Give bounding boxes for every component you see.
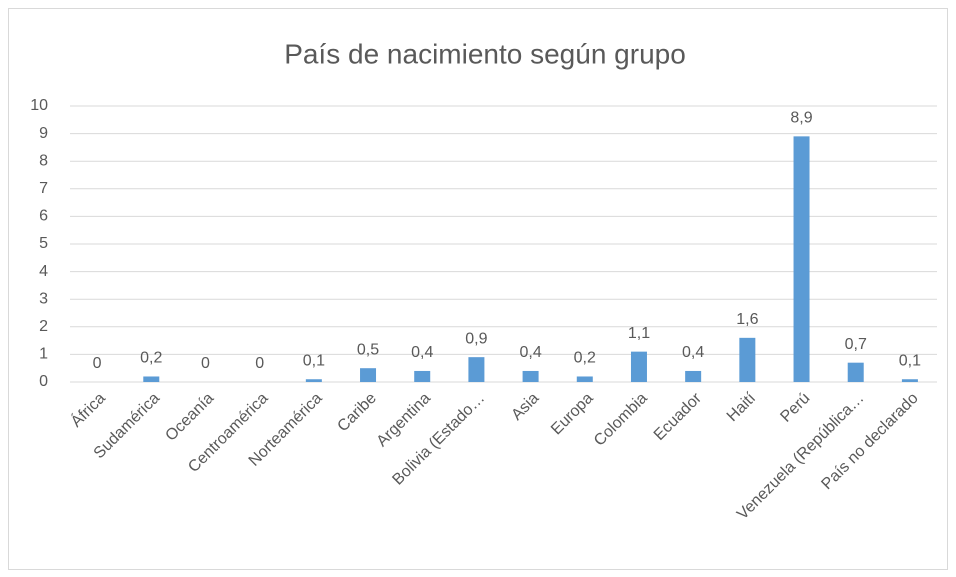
bar <box>901 379 918 382</box>
y-tick-label: 4 <box>39 263 48 280</box>
data-label: 0 <box>93 355 102 372</box>
y-tick-label: 5 <box>39 235 48 252</box>
y-tick-label: 3 <box>39 290 48 307</box>
data-label: 0,1 <box>899 352 921 369</box>
y-tick-label: 6 <box>39 208 48 225</box>
data-label: 0,4 <box>682 344 704 361</box>
data-label: 0,4 <box>519 344 541 361</box>
data-label: 0,7 <box>845 336 867 353</box>
data-label: 0,2 <box>140 350 162 367</box>
data-label: 1,6 <box>736 311 758 328</box>
data-label: 0,2 <box>574 350 596 367</box>
data-label: 0,5 <box>357 341 379 358</box>
bar <box>847 362 864 382</box>
data-label: 0 <box>255 355 264 372</box>
y-tick-label: 8 <box>39 152 48 169</box>
y-tick-label: 1 <box>39 346 48 363</box>
y-tick-label: 10 <box>30 97 48 114</box>
bar <box>360 368 377 382</box>
data-label: 0 <box>201 355 210 372</box>
chart-border <box>8 8 948 570</box>
data-label: 0,1 <box>303 352 325 369</box>
bar <box>414 370 431 382</box>
data-label: 1,1 <box>628 325 650 342</box>
y-tick-label: 2 <box>39 318 48 335</box>
bar <box>793 136 810 382</box>
bar <box>468 357 485 382</box>
data-label: 0,4 <box>411 344 433 361</box>
bar <box>522 370 539 382</box>
data-label: 8,9 <box>790 110 812 127</box>
chart-title: País de nacimiento según grupo <box>284 38 686 69</box>
y-tick-label: 7 <box>39 180 48 197</box>
bar <box>576 376 593 382</box>
bar <box>143 376 160 382</box>
bar <box>685 370 702 382</box>
bar <box>630 351 647 382</box>
y-tick-label: 9 <box>39 125 48 142</box>
data-label: 0,9 <box>465 330 487 347</box>
bar <box>739 337 756 382</box>
bar <box>305 379 322 382</box>
y-tick-label: 0 <box>39 373 48 390</box>
